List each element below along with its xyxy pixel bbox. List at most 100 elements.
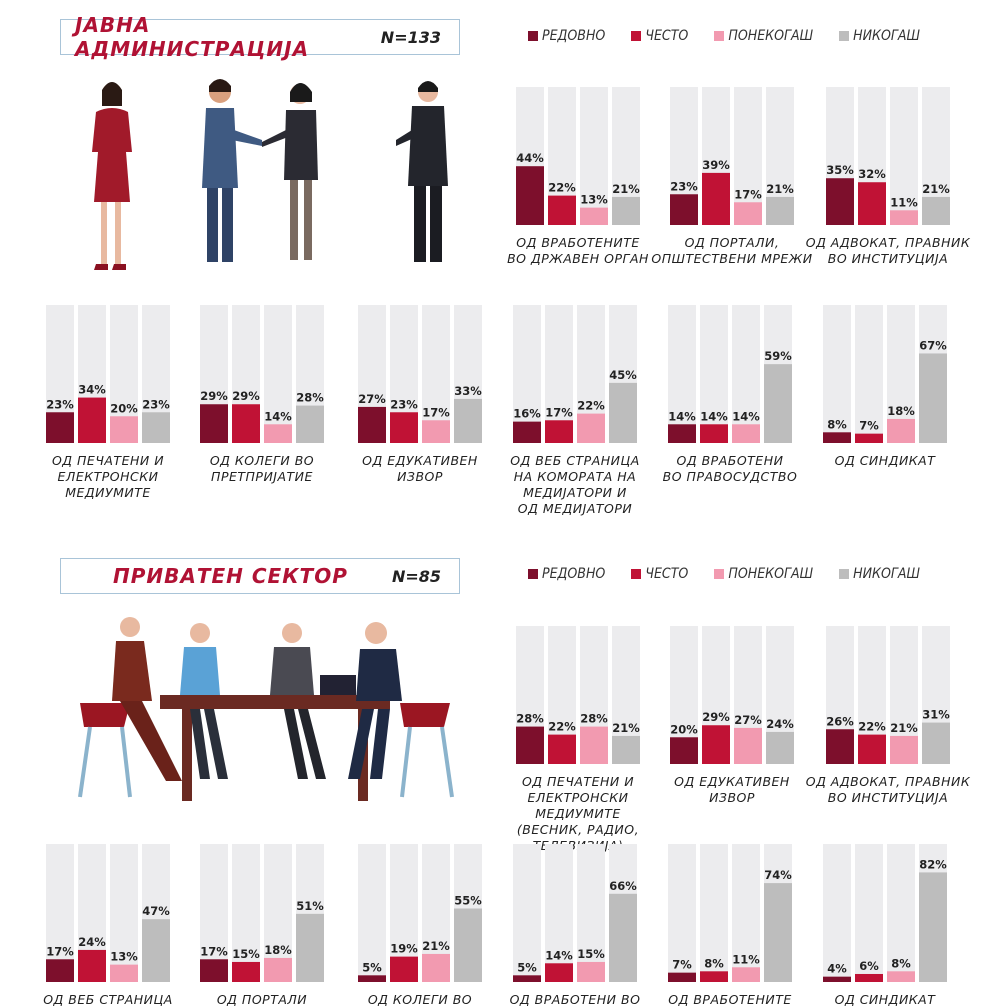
bar-chart: 17% 24% 13% 47% — [46, 844, 170, 987]
chart-svg: 29% 29% 14% 28% — [200, 305, 324, 443]
data-label: 21% — [612, 721, 640, 735]
bar-chart: 26% 22% 21% 31% — [826, 626, 950, 769]
bar-track — [232, 844, 260, 982]
caption-line: НА КОМОРАТА НА — [513, 469, 637, 484]
caption-line: ОД ПЕЧАТЕНИ И — [521, 774, 635, 789]
legend-item-redovno: РЕДОВНО — [528, 566, 605, 582]
caption-line: ОД АДВОКАТ, ПРАВНИК — [805, 235, 971, 250]
bar-cesto — [702, 172, 730, 225]
chairs — [78, 703, 454, 798]
data-label: 31% — [922, 708, 950, 722]
legend-label: НИКОГАШ — [853, 566, 920, 582]
chart-svg: 8% 7% 18% 67% — [823, 305, 947, 443]
data-label: 5% — [517, 960, 537, 974]
legend-swatch — [631, 31, 642, 41]
data-label: 23% — [46, 397, 74, 411]
sample-size: N=133 — [380, 27, 441, 47]
bar-redovno — [46, 412, 74, 443]
data-label: 39% — [702, 158, 730, 172]
data-label: 32% — [858, 167, 886, 181]
bar-track — [513, 844, 541, 982]
data-label: 22% — [858, 720, 886, 734]
chart-svg: 44% 22% 13% 21% — [516, 87, 640, 225]
data-label: 27% — [358, 392, 386, 406]
chart-caption: ОД ВРАБОТЕНИТЕ ВО ДРЖАВЕН ОРГАН — [488, 235, 668, 267]
bar-ponekogas — [577, 413, 605, 443]
bar-ponekogas — [264, 424, 292, 443]
bar-cesto — [702, 725, 730, 764]
bar-cesto — [78, 397, 106, 443]
legend-swatch — [839, 31, 850, 41]
caption-line: ОД ЕДУКАТИВЕН — [362, 453, 478, 468]
bar-ponekogas — [887, 418, 915, 443]
bar-cesto — [858, 734, 886, 764]
data-label: 26% — [826, 714, 854, 728]
bar-ponekogas — [890, 735, 918, 764]
chart-caption: ОД ПЕЧАТЕНИ И ЕЛЕКТРОНСКИ МЕДИУМИТЕ (ВЕСНИ… — [488, 774, 668, 854]
chart-svg: 27% 23% 17% 33% — [358, 305, 482, 443]
man-dark-suit-figure — [396, 81, 448, 262]
bar-track — [823, 305, 851, 443]
bar-nikogas — [142, 919, 170, 982]
bar-cesto — [232, 404, 260, 443]
bar-nikogas — [454, 908, 482, 982]
chart-caption: ОД АДВОКАТ, ПРАВНИК ВО ИНСТИТУЦИЈА — [798, 774, 978, 806]
bar-nikogas — [296, 405, 324, 443]
caption-line: ОД ПЕЧАТЕНИ И — [51, 453, 165, 468]
data-label: 29% — [232, 389, 260, 403]
bar-redovno — [670, 194, 698, 225]
bar-track — [855, 844, 883, 982]
bar-nikogas — [764, 364, 792, 443]
caption-line: ОД ВРАБОТЕНИТЕ — [668, 992, 792, 1007]
bar-track — [200, 844, 228, 982]
data-label: 51% — [296, 899, 324, 913]
caption-line: ОД ВЕБ СТРАНИЦА — [43, 992, 173, 1007]
caption-line: ПРЕТПРИЈАТИЕ — [211, 469, 313, 484]
bar-nikogas — [609, 382, 637, 443]
bar-ponekogas — [734, 202, 762, 225]
chart-caption: ОД СИНДИКАТ — [795, 992, 975, 1008]
bar-redovno — [826, 729, 854, 764]
data-label: 44% — [516, 151, 544, 165]
chart-caption: ОД АДВОКАТ, ПРАВНИК ВО ИНСТИТУЦИЈА — [798, 235, 978, 267]
data-label: 7% — [859, 419, 879, 433]
data-label: 8% — [827, 417, 847, 431]
caption-line: ВО ДРЖАВЕН ОРГАН — [507, 251, 649, 266]
data-label: 4% — [827, 962, 847, 976]
bar-track — [358, 844, 386, 982]
chart-svg: 23% 39% 17% 21% — [670, 87, 794, 225]
legend-item-ponekogas: ПОНЕКОГАШ — [714, 566, 813, 582]
bar-redovno — [516, 166, 544, 225]
data-label: 74% — [764, 868, 792, 882]
meeting-people — [112, 617, 402, 781]
caption-line: МЕДИЈАТОРИ И — [523, 485, 627, 500]
data-label: 5% — [362, 960, 382, 974]
caption-line: ОД ВРАБОТЕНИ ВО — [509, 992, 641, 1007]
caption-line: ВО ИНСТИТУЦИЈА — [827, 790, 949, 805]
bar-nikogas — [922, 196, 950, 225]
chart-svg: 5% 19% 21% 55% — [358, 844, 482, 982]
caption-line: ИЗВОР — [397, 469, 443, 484]
data-label: 8% — [704, 956, 724, 970]
caption-line: ОД ПОРТАЛИ — [216, 992, 308, 1007]
bar-track — [545, 844, 573, 982]
bar-cesto — [232, 961, 260, 982]
legend-swatch — [714, 31, 725, 41]
bar-ponekogas — [577, 961, 605, 982]
data-label: 23% — [390, 397, 418, 411]
bar-redovno — [358, 975, 386, 982]
bar-ponekogas — [734, 727, 762, 764]
legend-label: ПОНЕКОГАШ — [728, 28, 814, 44]
bar-redovno — [823, 432, 851, 443]
caption-line: ЕЛЕКТРОНСКИ МЕДИУМИТЕ — [57, 469, 159, 500]
legend-swatch — [839, 569, 850, 579]
chart-caption: ОД ПОРТАЛИ, ОПШТЕСТВЕНИ МРЕЖИ — [642, 235, 822, 267]
data-label: 22% — [548, 720, 576, 734]
bar-chart: 17% 15% 18% 51% — [200, 844, 324, 987]
bar-track — [668, 305, 696, 443]
data-label: 22% — [548, 181, 576, 195]
legend-label: ПОНЕКОГАШ — [728, 566, 814, 582]
data-label: 55% — [454, 894, 482, 908]
legend-label: ЧЕСТО — [645, 566, 689, 582]
caption-line: ОД АДВОКАТ, ПРАВНИК — [805, 774, 971, 789]
